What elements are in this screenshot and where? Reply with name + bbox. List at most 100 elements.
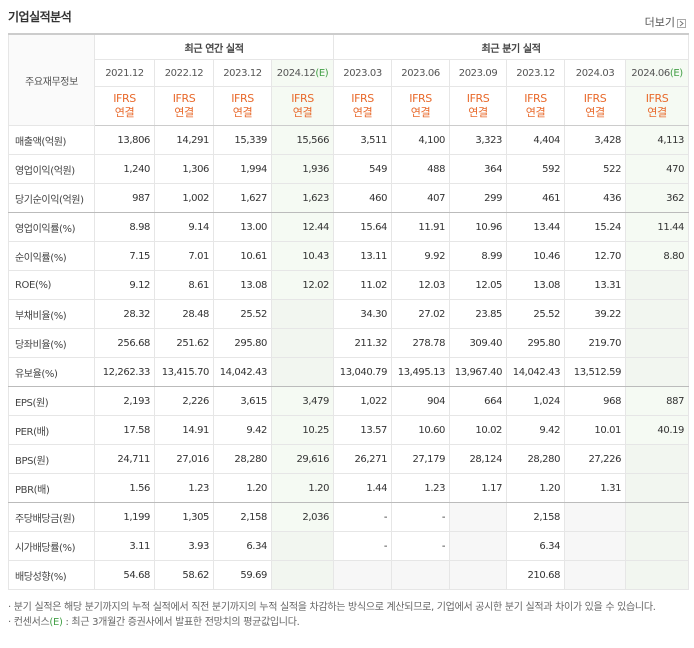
value-cell: 27,179 <box>391 444 451 474</box>
row-label: 시가배당률(%) <box>8 531 95 561</box>
value-cell: 1.23 <box>391 473 451 503</box>
value-cell: 1,936 <box>270 154 335 184</box>
period-header: 2023.12 <box>213 59 272 87</box>
standard-header: IFRS 연결 <box>391 86 451 126</box>
value-cell: 2,158 <box>213 502 272 532</box>
value-cell: 13.11 <box>333 241 393 271</box>
row-label: PBR(배) <box>8 473 95 503</box>
data-row: PER(배) 17.58 14.91 9.42 10.25 13.57 10.60 10.02… <box>8 415 690 445</box>
standard-type: IFRS <box>466 92 490 105</box>
standard-scope: 연결 <box>174 106 194 119</box>
data-row: 주당배당금(원) 1,199 1,305 2,158 2,036- -2,158 <box>8 502 690 532</box>
period-header: 2023.12 <box>506 59 566 87</box>
estimate-mark: (E) <box>315 67 329 79</box>
value-cell: 1.20 <box>506 473 566 503</box>
standard-type: IFRS <box>231 92 254 105</box>
row-label: 영업이익률(%) <box>8 212 95 242</box>
value-cell <box>625 531 690 561</box>
more-link[interactable]: 더보기 <box>645 14 686 30</box>
row-label: 당기순이익(억원) <box>8 183 95 213</box>
value-cell: 28.32 <box>94 299 155 329</box>
value-cell: 8.61 <box>154 270 214 300</box>
standard-type: IFRS <box>172 92 196 105</box>
standard-scope: 연결 <box>647 106 667 119</box>
value-cell: 1,305 <box>154 502 214 532</box>
value-cell: 7.15 <box>94 241 155 271</box>
value-cell: 3.11 <box>94 531 155 561</box>
value-cell: 13,806 <box>94 125 155 155</box>
value-cell: 14.91 <box>154 415 214 445</box>
value-cell <box>270 560 335 590</box>
value-cell: 3,479 <box>270 386 335 416</box>
row-label: 유보율(%) <box>8 357 95 387</box>
value-cell: 14,042.43 <box>213 357 272 387</box>
value-cell: 2,158 <box>506 502 566 532</box>
standard-header: IFRS 연결 <box>270 86 335 126</box>
standard-scope: 연결 <box>352 106 373 119</box>
period-header: 2023.09 <box>449 59 508 87</box>
value-cell: 14,042.43 <box>506 357 566 387</box>
value-cell: 12,262.33 <box>94 357 155 387</box>
value-cell: 4,404 <box>506 125 566 155</box>
note-term: 컨센서스 <box>13 617 50 628</box>
value-cell: 6.34 <box>213 531 272 561</box>
value-cell: 58.62 <box>154 560 214 590</box>
value-cell: 12.02 <box>270 270 335 300</box>
estimate-mark: (E) <box>49 617 63 628</box>
value-cell: - <box>333 502 393 532</box>
value-cell <box>625 473 690 503</box>
value-cell: 1.20 <box>270 473 335 503</box>
value-cell: 10.25 <box>270 415 335 445</box>
standard-type: IFRS <box>409 92 432 105</box>
standard-scope: 연결 <box>585 106 605 119</box>
value-cell: 1,240 <box>94 154 155 184</box>
value-cell: 13.08 <box>506 270 566 300</box>
standard-scope: 연결 <box>292 106 313 119</box>
value-cell <box>625 270 690 300</box>
value-cell: 7.01 <box>154 241 214 271</box>
period-header: 2024.12(E) <box>270 59 335 87</box>
value-cell: 3,428 <box>564 125 627 155</box>
more-icon[interactable] <box>677 18 686 28</box>
value-cell: 219.70 <box>564 328 627 358</box>
row-label: 배당성향(%) <box>8 560 95 590</box>
value-cell: 295.80 <box>506 328 566 358</box>
value-cell: 362 <box>625 183 690 213</box>
standard-header: IFRS 연결 <box>94 86 155 126</box>
value-cell: 1,994 <box>213 154 272 184</box>
row-label: EPS(원) <box>8 386 95 416</box>
standard-scope: 연결 <box>468 106 488 119</box>
value-cell: 9.12 <box>94 270 155 300</box>
value-cell: 9.92 <box>391 241 451 271</box>
data-row: 당좌비율(%) 256.68 251.62 295.80 211.32 278.78 309… <box>8 328 690 358</box>
period-label: 2021.12 <box>105 67 144 79</box>
value-cell: 461 <box>506 183 566 213</box>
data-row: 부채비율(%) 28.32 28.48 25.52 34.30 27.02 23.85 25.… <box>8 299 690 329</box>
value-cell: 460 <box>333 183 393 213</box>
value-cell: 34.30 <box>333 299 393 329</box>
value-cell: 10.96 <box>449 212 508 242</box>
note-text: : 최근 3개월간 증권사에서 발표한 전망치의 평균값입니다. <box>62 617 300 628</box>
period-header: 2021.12 <box>94 59 155 87</box>
value-cell: 295.80 <box>213 328 272 358</box>
value-cell: 3,511 <box>333 125 393 155</box>
standard-type: IFRS <box>645 92 669 105</box>
value-cell: 211.32 <box>333 328 393 358</box>
standard-header: IFRS 연결 <box>154 86 214 126</box>
more-text[interactable]: 더보기 <box>644 16 675 29</box>
value-cell <box>270 357 335 387</box>
value-cell: 25.52 <box>506 299 566 329</box>
data-row: PBR(배) 1.56 1.23 1.20 1.20 1.44 1.23 1.17 1.20 1.… <box>8 473 690 503</box>
value-cell: 29,616 <box>270 444 335 474</box>
value-cell: 27,016 <box>154 444 214 474</box>
value-cell: 13,495.13 <box>391 357 451 387</box>
period-label: 2024.03 <box>575 67 615 79</box>
value-cell: 10.46 <box>506 241 566 271</box>
period-label: 2023.12 <box>223 67 262 79</box>
value-cell: 13,967.40 <box>449 357 508 387</box>
value-cell: 15.64 <box>333 212 393 242</box>
value-cell <box>449 560 508 590</box>
value-cell: 2,193 <box>94 386 155 416</box>
value-cell: 1.23 <box>154 473 214 503</box>
standard-type: IFRS <box>583 92 607 105</box>
